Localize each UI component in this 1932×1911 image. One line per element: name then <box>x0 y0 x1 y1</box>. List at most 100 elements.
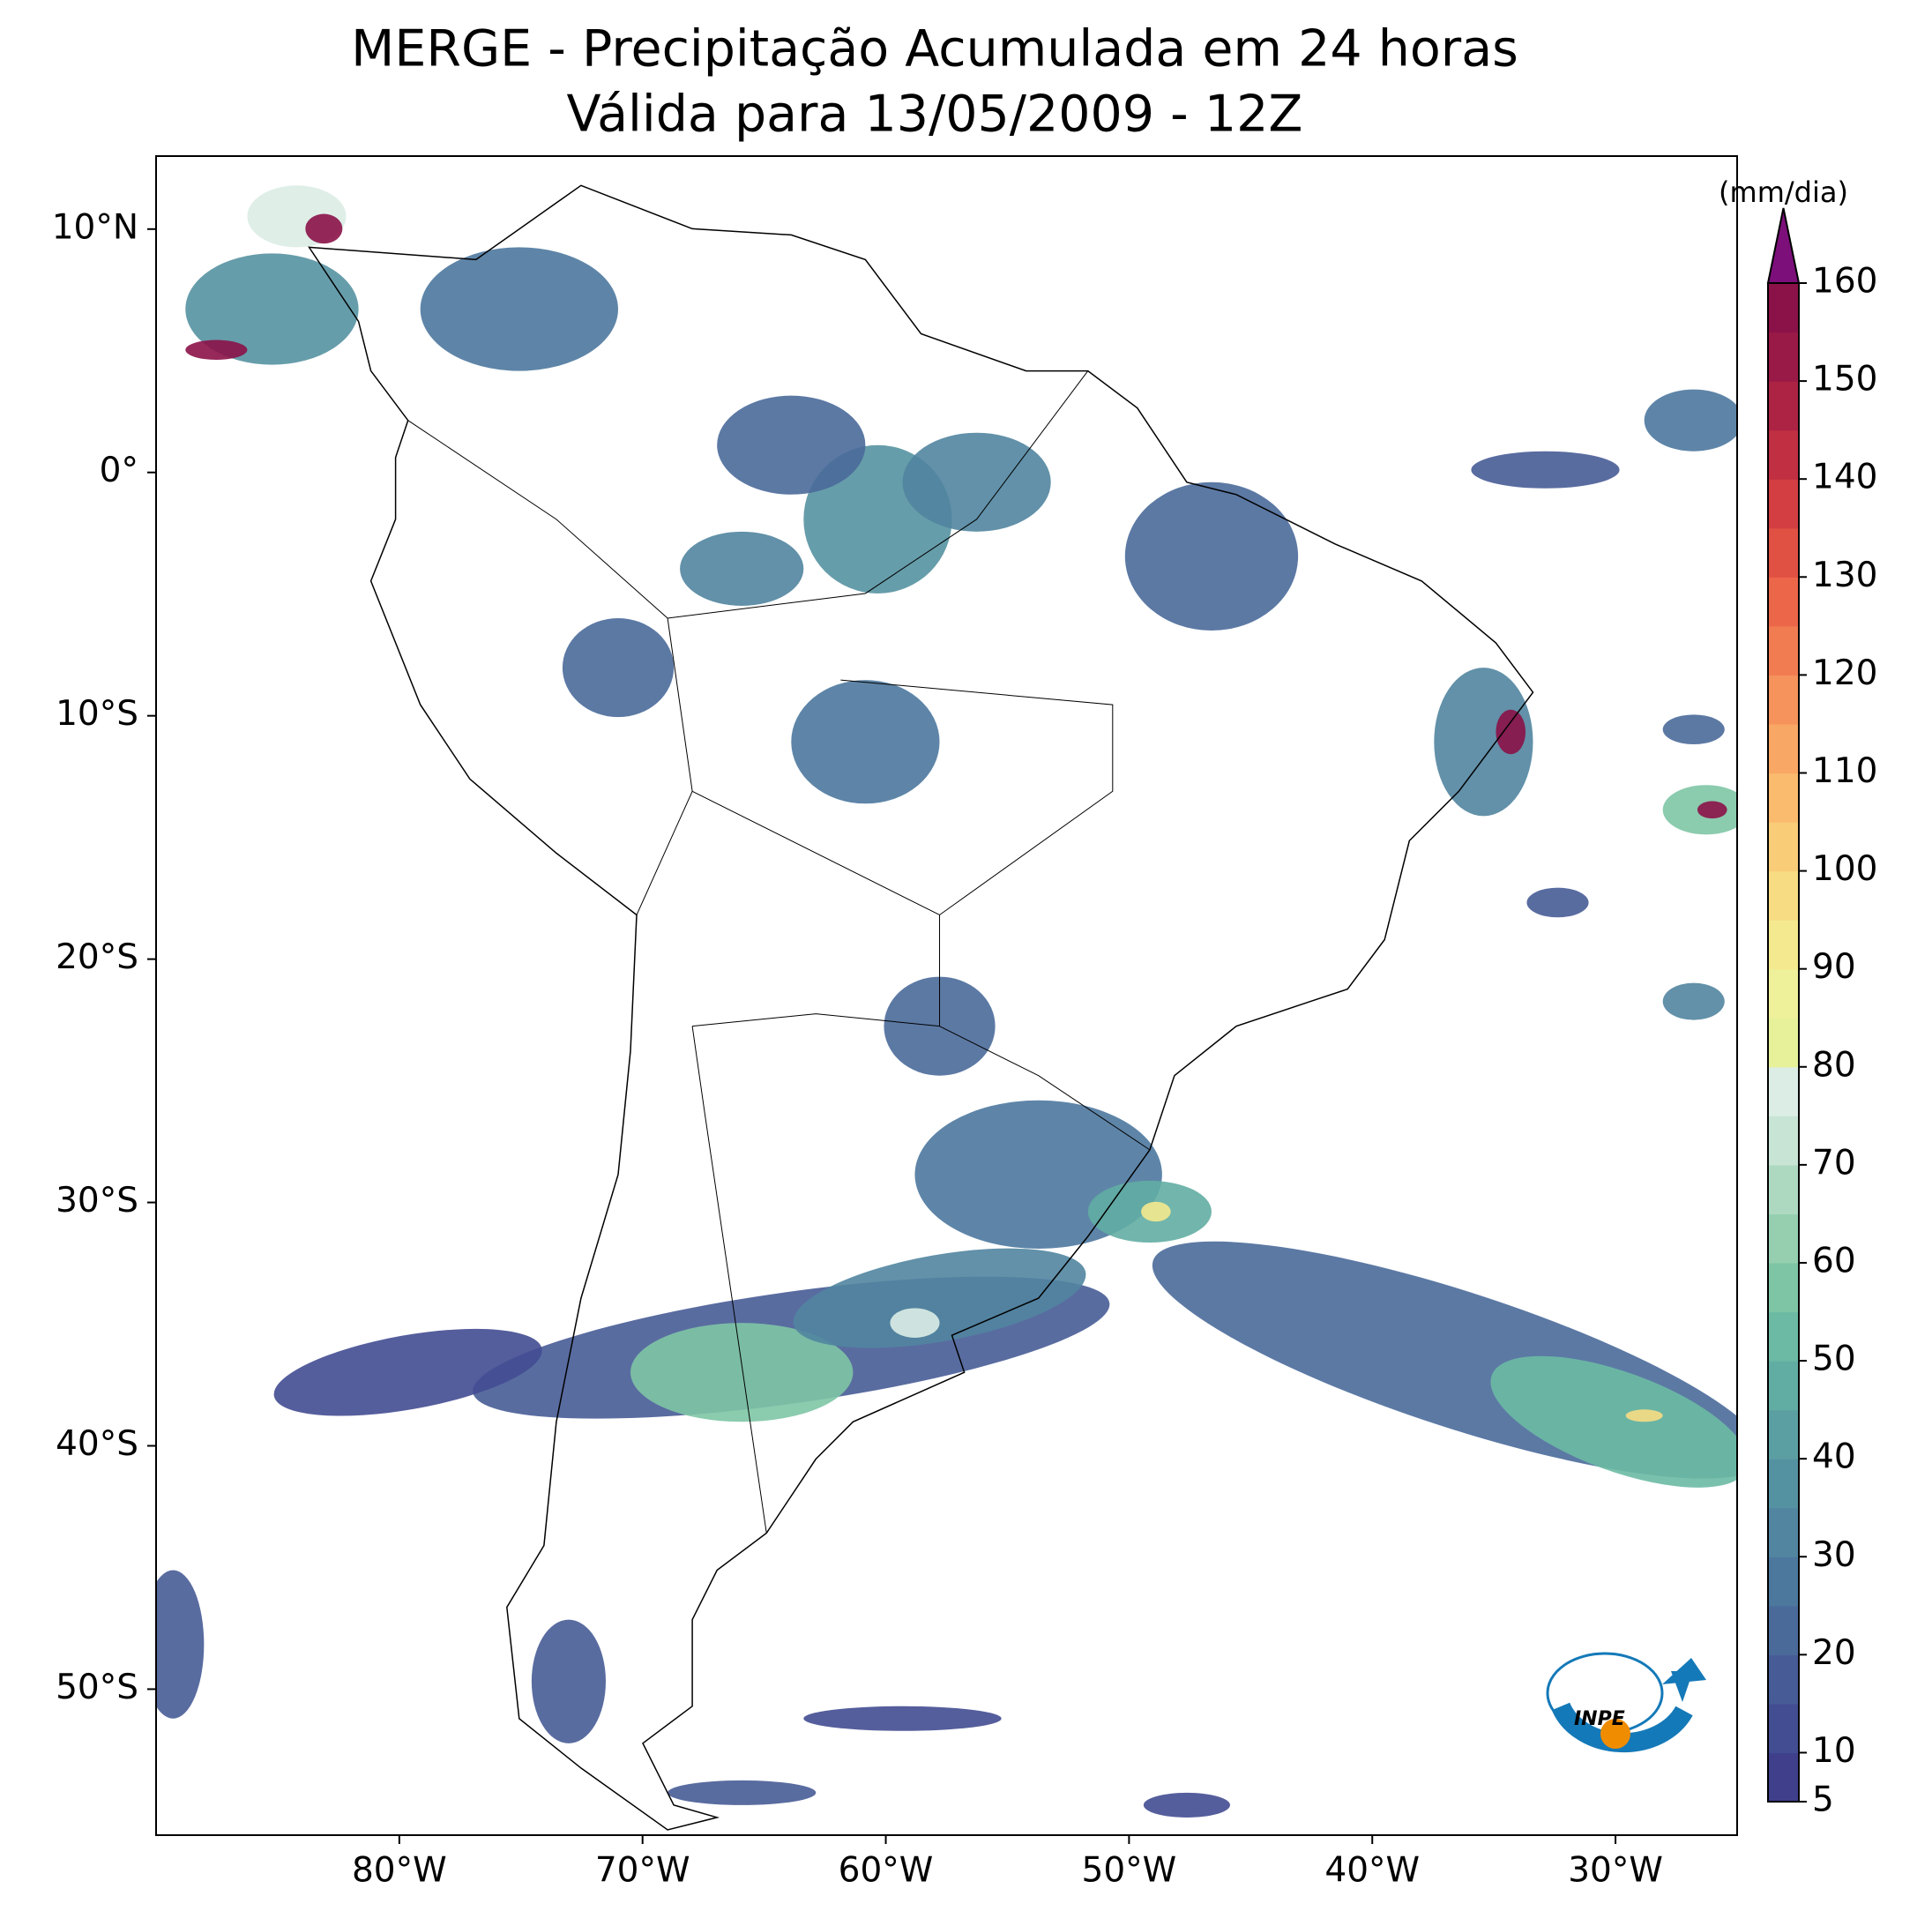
colorbar-band <box>1768 723 1799 774</box>
y-tick-label: 20°S <box>56 937 138 977</box>
colorbar-band <box>1768 1409 1799 1459</box>
colorbar-tick-label: 80 <box>1812 1045 1856 1085</box>
colorbar-tick-label: 100 <box>1812 849 1877 889</box>
colorbar-tick-label: 5 <box>1812 1780 1834 1820</box>
logo-dot <box>1600 1719 1630 1749</box>
colorbar-band <box>1768 381 1799 431</box>
rain-area <box>680 531 804 606</box>
rain-area <box>305 213 343 244</box>
map-frame <box>155 155 1738 1836</box>
rain-area <box>156 1570 205 1719</box>
y-tick-label: 30°S <box>56 1181 138 1221</box>
colorbar-tick-label: 90 <box>1812 947 1856 987</box>
colorbar-band <box>1768 527 1799 578</box>
colorbar-band <box>1768 332 1799 382</box>
border <box>692 1013 940 1027</box>
colorbar-band <box>1768 429 1799 480</box>
rain-area <box>1143 1792 1230 1818</box>
rain-area <box>1662 982 1725 1020</box>
logo-arrow <box>1662 1658 1706 1702</box>
rain-area <box>1124 481 1299 631</box>
rain-area <box>420 247 618 371</box>
rain-area <box>1625 1409 1663 1422</box>
colorbar-band <box>1768 1752 1799 1803</box>
rain-area <box>902 432 1051 532</box>
inpe-logo: INPE <box>1546 1652 1706 1753</box>
colorbar-band <box>1768 870 1799 921</box>
x-tick-label: 70°W <box>595 1851 690 1891</box>
colorbar-tick-label: 40 <box>1812 1437 1856 1477</box>
x-tick-label: 40°W <box>1324 1851 1420 1891</box>
rain-area <box>1697 801 1727 819</box>
colorbar-band <box>1768 1507 1799 1557</box>
coastline <box>308 184 1534 1831</box>
y-tick-label: 0° <box>100 451 138 490</box>
x-tick-label: 50°W <box>1082 1851 1177 1891</box>
colorbar-label: (mm/dia) <box>1719 175 1848 209</box>
colorbar-tick-label: 50 <box>1812 1340 1856 1379</box>
rain-area <box>1434 668 1533 817</box>
rain-area <box>1471 451 1620 489</box>
rain-area <box>890 1308 940 1338</box>
colorbar-band <box>1768 1459 1799 1509</box>
y-tick-label: 10°S <box>56 694 138 734</box>
rain-area <box>185 253 359 365</box>
rain-area <box>1526 887 1589 918</box>
y-tick-label: 40°S <box>56 1424 138 1464</box>
rain-area <box>531 1619 606 1743</box>
colorbar-tick-label: 30 <box>1812 1535 1856 1575</box>
rain-area <box>717 395 866 495</box>
y-tick-label: 50°S <box>56 1668 138 1707</box>
rain-area <box>273 1328 542 1416</box>
colorbar-tick-label: 10 <box>1812 1731 1856 1771</box>
rain-area <box>1644 389 1737 452</box>
colorbar-band <box>1768 968 1799 1019</box>
colorbar-band <box>1768 1018 1799 1068</box>
colorbar-band <box>1768 1116 1799 1166</box>
rain-area <box>1662 714 1725 745</box>
rain-area <box>1141 1201 1171 1222</box>
colorbar-tick-label: 120 <box>1812 653 1877 693</box>
colorbar-band <box>1768 283 1799 333</box>
colorbar-band <box>1768 479 1799 529</box>
rain-area <box>793 1248 1086 1348</box>
colorbar-band <box>1768 1262 1799 1313</box>
rain-area <box>668 1780 817 1805</box>
rain-area <box>803 1706 1002 1731</box>
colorbar-band <box>1768 625 1799 676</box>
colorbar-frame <box>1767 282 1800 1803</box>
colorbar-band <box>1768 1213 1799 1264</box>
border <box>668 370 1089 619</box>
colorbar-tick-label: 60 <box>1812 1241 1856 1280</box>
rain-area <box>1496 709 1526 755</box>
rain-area <box>185 340 248 360</box>
colorbar-band <box>1768 773 1799 823</box>
colorbar-band <box>1768 1311 1799 1362</box>
x-tick-label: 60°W <box>839 1851 934 1891</box>
colorbar-tick-label: 130 <box>1812 556 1877 595</box>
logo-text: INPE <box>1574 1708 1625 1730</box>
rain-area <box>630 1323 854 1422</box>
colorbar-band <box>1768 577 1799 627</box>
x-tick-label: 80°W <box>352 1851 447 1891</box>
border <box>691 1026 767 1534</box>
title: MERGE - Precipitação Acumulada em 24 hor… <box>351 20 1518 78</box>
subtitle: Válida para 13/05/2009 - 12Z <box>567 86 1303 144</box>
colorbar-tick-label: 140 <box>1812 458 1877 497</box>
colorbar-band <box>1768 1605 1799 1655</box>
precipitation-field <box>156 185 1737 1818</box>
rain-area <box>791 680 940 804</box>
colorbar-tick-label: 70 <box>1812 1143 1856 1183</box>
axes: 80°W 70°W 60°W 50°W 40°W 30°W 10°N 0° 10°S 20°S 30… <box>52 207 1663 1890</box>
colorbar: 5 10 20 30 40 50 60 70 80 90 100 110 120 130 140 150 160… <box>1719 175 1877 1820</box>
colorbar-tick-label: 20 <box>1812 1633 1856 1673</box>
colorbar-band <box>1768 1654 1799 1705</box>
border <box>939 914 1151 1151</box>
y-tick-label: 10°N <box>52 207 138 247</box>
rain-area <box>562 618 675 718</box>
colorbar-band <box>1768 822 1799 872</box>
colorbar-band <box>1768 1556 1799 1607</box>
colorbar-band <box>1768 1703 1799 1754</box>
